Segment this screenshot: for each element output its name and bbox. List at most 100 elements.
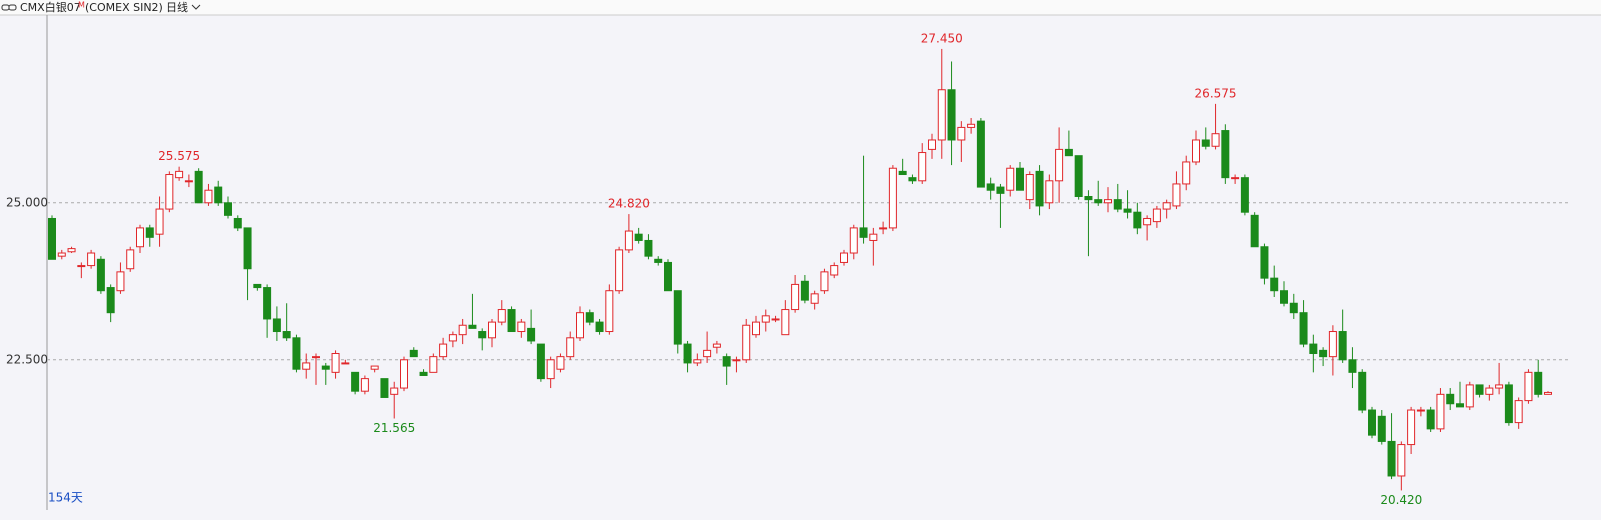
- candle-body: [57, 252, 66, 257]
- candle-body: [204, 189, 213, 204]
- candle-body: [429, 356, 438, 373]
- candle-body: [1299, 312, 1308, 345]
- candle-body: [1104, 199, 1112, 204]
- candle-body: [859, 227, 868, 238]
- candle-body: [1368, 409, 1376, 436]
- candle-body: [595, 321, 604, 333]
- candle-body: [175, 170, 184, 179]
- candle-body: [1152, 208, 1161, 223]
- candle-body: [126, 249, 135, 270]
- candle-body: [400, 359, 408, 389]
- candle-body: [1387, 440, 1396, 477]
- candle-body: [106, 287, 115, 314]
- candle-body: [1025, 174, 1034, 201]
- candle-body: [1456, 403, 1464, 408]
- candle-body: [996, 186, 1005, 194]
- candle-body: [752, 321, 760, 336]
- candle-body: [1182, 161, 1191, 185]
- exchange: (COMEX SIN2): [85, 1, 163, 14]
- candle-body: [840, 252, 848, 263]
- candle-body: [820, 271, 829, 292]
- candle-body: [1544, 391, 1552, 395]
- count-label: 154天: [48, 491, 83, 505]
- candle-body: [732, 359, 741, 362]
- candle-body: [546, 359, 555, 380]
- candle-body: [419, 371, 428, 376]
- candle-body: [898, 170, 907, 176]
- candle-body: [214, 186, 223, 204]
- candle-body: [1211, 133, 1220, 147]
- candle-body: [468, 324, 477, 329]
- candle-body: [1123, 208, 1132, 213]
- candle-body: [712, 343, 721, 348]
- candle-body: [263, 287, 272, 320]
- candle-body: [673, 290, 682, 345]
- period-chevron[interactable]: [191, 4, 201, 10]
- candle-body: [1309, 343, 1318, 355]
- candle-body: [967, 123, 976, 128]
- candle-body: [331, 353, 340, 373]
- candle-body: [96, 258, 105, 292]
- candle-body: [253, 283, 262, 289]
- candle-body: [243, 227, 252, 270]
- candle-body: [497, 309, 506, 323]
- candle-body: [556, 356, 565, 370]
- candle-body: [957, 126, 966, 141]
- candle-body: [1064, 148, 1073, 157]
- candle-body: [1113, 199, 1122, 210]
- candle-body: [1338, 331, 1347, 361]
- candle-body: [703, 349, 712, 358]
- candle-body: [664, 261, 672, 292]
- candle-body: [791, 283, 800, 311]
- link-icon: [1, 4, 17, 11]
- candle-body: [517, 321, 526, 333]
- candle-body: [1006, 167, 1015, 191]
- candle-body: [48, 217, 56, 260]
- candle-body: [908, 177, 917, 182]
- candle-body: [615, 249, 624, 292]
- candle-body: [184, 180, 193, 183]
- candle-body: [1250, 214, 1259, 248]
- candle-body: [1475, 384, 1484, 395]
- candle-body: [1074, 155, 1083, 197]
- candle-body: [409, 349, 418, 358]
- candle-body: [1172, 183, 1181, 207]
- candle-body: [1504, 384, 1513, 424]
- candle-body: [458, 324, 467, 336]
- candle-body: [879, 227, 888, 230]
- candle-body: [1319, 349, 1328, 358]
- candle-body: [1485, 387, 1494, 395]
- candle-body: [605, 290, 614, 333]
- candle-body: [380, 378, 389, 398]
- candle-body: [1328, 331, 1337, 358]
- candle-body: [272, 318, 281, 333]
- candle-body: [928, 139, 936, 150]
- candle-body: [1260, 246, 1269, 279]
- candle-body: [869, 233, 878, 241]
- candle-body: [488, 321, 496, 339]
- candle-body: [1270, 277, 1279, 292]
- candle-body: [1201, 139, 1210, 147]
- candle-body: [527, 327, 536, 342]
- candle-body: [439, 343, 448, 358]
- candle-body: [1094, 199, 1103, 204]
- candle-body: [1534, 371, 1543, 395]
- candle-body: [1436, 393, 1445, 430]
- candle-body: [507, 309, 516, 333]
- candle-body: [321, 365, 330, 370]
- candle-body: [800, 280, 809, 301]
- candle-body: [1524, 371, 1533, 402]
- candle-body: [742, 324, 751, 361]
- y-tick-label: 22.500: [6, 352, 48, 366]
- candle-body: [1231, 177, 1240, 180]
- period[interactable]: 日线: [166, 0, 188, 14]
- candle-body: [1358, 371, 1367, 411]
- candle-body: [1016, 167, 1024, 191]
- candle-body: [233, 217, 242, 229]
- low-label: 21.565: [373, 421, 415, 435]
- candle-body: [1446, 393, 1455, 405]
- candle-body: [1289, 302, 1298, 314]
- candle-body: [683, 343, 692, 364]
- candle-body: [654, 258, 663, 263]
